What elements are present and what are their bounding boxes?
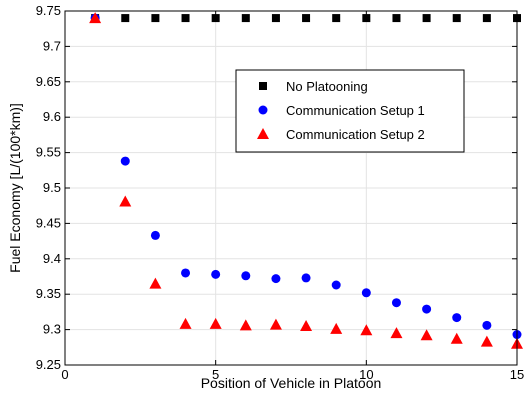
communication-setup-1-point [331, 280, 341, 290]
communication-setup-1-point [211, 269, 221, 279]
communication-setup-2-point [209, 317, 222, 329]
no-platooning-point [422, 14, 431, 23]
no-platooning-point [211, 14, 220, 23]
no-platooning-point [241, 14, 250, 23]
no-platooning-point [332, 14, 341, 23]
x-tick-label: 5 [212, 367, 219, 382]
y-tick-label: 9.6 [43, 109, 61, 124]
communication-setup-2-point [179, 317, 192, 329]
series-communication-setup-1 [90, 13, 522, 340]
communication-setup-2-point [480, 335, 493, 347]
legend-box [235, 69, 465, 153]
legend: No Platooning Communication Setup 1 Commun… [235, 69, 465, 153]
communication-setup-2-point [300, 320, 313, 332]
communication-setup-1-point [271, 274, 281, 284]
communication-setup-1-point [241, 271, 251, 281]
y-tick-label: 9.25 [36, 357, 61, 372]
x-tick-label: 10 [359, 367, 373, 382]
x-tick-label: 15 [510, 367, 524, 382]
communication-setup-2-point [450, 332, 463, 344]
communication-setup-1-point [422, 304, 432, 314]
no-platooning-point [482, 14, 491, 23]
communication-setup-2-point [360, 324, 373, 336]
x-tick-label: 0 [61, 367, 68, 382]
communication-setup-1-point [452, 313, 462, 323]
communication-setup-1-point [120, 156, 130, 166]
y-tick-label: 9.5 [43, 180, 61, 195]
series-no-platooning [91, 14, 521, 23]
communication-setup-1-point [150, 230, 160, 240]
y-tick-label: 9.45 [36, 215, 61, 230]
y-tick-label: 9.75 [36, 3, 61, 18]
legend-marker-no-platooning [259, 82, 267, 90]
communication-setup-1-point [181, 268, 191, 278]
y-tick-label: 9.7 [43, 38, 61, 53]
series-communication-setup-2 [89, 12, 523, 349]
communication-setup-2-point [239, 319, 252, 331]
communication-setup-1-point [361, 288, 371, 298]
communication-setup-2-point [119, 195, 132, 207]
communication-setup-2-point [390, 327, 403, 339]
no-platooning-point [271, 14, 280, 23]
legend-label-no-platooning: No Platooning [286, 79, 368, 94]
legend-label-communication-setup-2: Communication Setup 2 [286, 127, 425, 142]
legend-marker-communication-setup-2 [257, 128, 269, 139]
no-platooning-point [181, 14, 190, 23]
communication-setup-2-point [149, 277, 162, 289]
y-tick-label: 9.55 [36, 145, 61, 160]
communication-setup-1-point [482, 320, 492, 330]
no-platooning-point [452, 14, 461, 23]
x-axis-title: Position of Vehicle in Platoon [201, 375, 382, 391]
communication-setup-2-point [330, 322, 343, 334]
series-layer [89, 12, 523, 349]
communication-setup-2-point [269, 318, 282, 330]
communication-setup-2-point [420, 329, 433, 341]
axis-ticks: 0 5 10 15 9.25 9.3 9.35 9.4 9.45 9.5 9.55 9.6 9.65 9.… [36, 3, 525, 382]
communication-setup-1-point [301, 273, 311, 283]
communication-setup-1-point [391, 298, 401, 308]
y-tick-label: 9.65 [36, 74, 61, 89]
y-tick-label: 9.35 [36, 286, 61, 301]
communication-setup-2-point [89, 12, 102, 24]
no-platooning-point [302, 14, 311, 23]
legend-label-communication-setup-1: Communication Setup 1 [286, 103, 425, 118]
y-axis-title: Fuel Economy [L/(100*km)] [7, 103, 23, 273]
legend-marker-communication-setup-1 [258, 105, 268, 115]
no-platooning-point [121, 14, 130, 23]
y-tick-label: 9.3 [43, 322, 61, 337]
no-platooning-point [392, 14, 401, 23]
y-tick-label: 9.4 [43, 251, 61, 266]
no-platooning-point [362, 14, 371, 23]
no-platooning-point [151, 14, 160, 23]
